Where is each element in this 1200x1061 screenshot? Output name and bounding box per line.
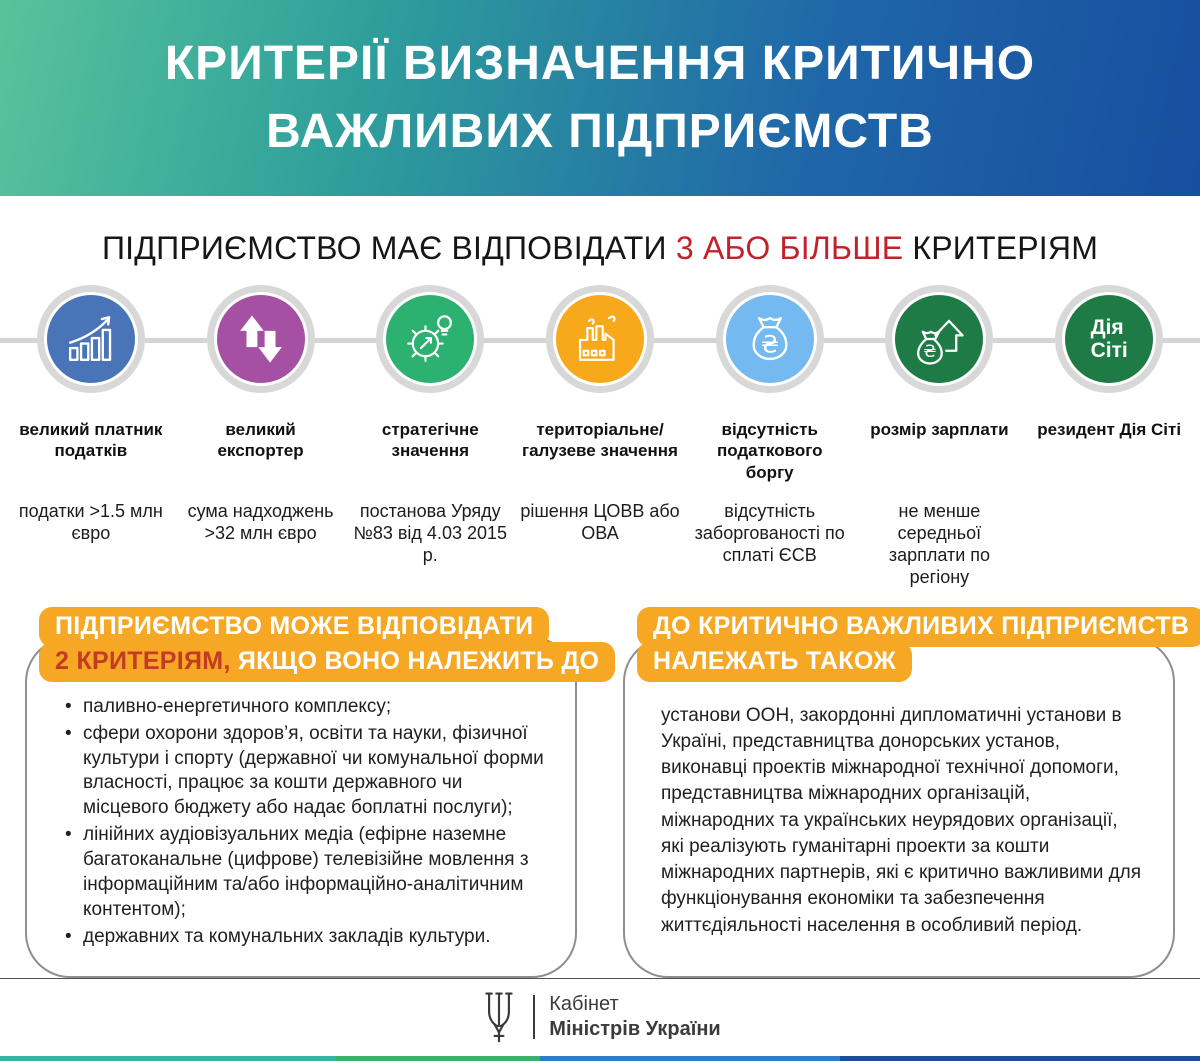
criterion-circle bbox=[376, 285, 485, 393]
criterion-title: резидент Дія Сіті bbox=[1037, 420, 1182, 439]
criterion-bubble: ₴ bbox=[725, 295, 814, 383]
criterion-strategic: стратегічне значення постанова Уряду №83… bbox=[345, 285, 515, 589]
footer: Кабінет Міністрів України bbox=[0, 977, 1200, 1056]
panel-header-line2: 2 КРИТЕРІЯМ, ЯКЩО ВОНО НАЛЕЖИТЬ ДО bbox=[39, 641, 616, 682]
criteria-grid: великий платник податків податки >1.5 мл… bbox=[0, 285, 1200, 589]
criterion-circle: ₴ bbox=[715, 285, 824, 393]
criterion-territorial: територіальне/ галузеве значення рішення… bbox=[515, 285, 685, 589]
subtitle-prefix: ПІДПРИЄМСТВО МАЄ ВІДПОВІДАТИ bbox=[101, 230, 676, 266]
criterion-taxpayer: великий платник податків податки >1.5 мл… bbox=[6, 285, 176, 589]
criterion-exporter: великий експортер сума надходжень >32 мл… bbox=[176, 285, 346, 589]
tryzub-coat-of-arms-icon bbox=[485, 992, 513, 1042]
requirement-subtitle: ПІДПРИЄМСТВО МАЄ ВІДПОВІДАТИ 3 АБО БІЛЬШ… bbox=[0, 230, 1200, 267]
panel-header-line2: НАЛЕЖАТЬ ТАКОЖ bbox=[637, 641, 913, 682]
criterion-circle: ₴ bbox=[885, 285, 994, 393]
criterion-subtitle: не менше середньої зарплати по регіону bbox=[888, 501, 991, 587]
list-item: сфери охорони здоров’я, освіти та науки,… bbox=[57, 722, 547, 822]
two-criteria-list: паливно-енергетичного комплексу; сфери о… bbox=[57, 695, 547, 950]
footer-separator bbox=[533, 994, 536, 1039]
criterion-circle bbox=[36, 285, 145, 393]
panel-header-highlight: 2 КРИТЕРІЯМ, bbox=[55, 646, 231, 675]
also-included-panel: ДО КРИТИЧНО ВАЖЛИВИХ ПІДПРИЄМСТВ НАЛЕЖАТ… bbox=[623, 606, 1200, 978]
svg-text:₴: ₴ bbox=[924, 342, 937, 362]
list-item: державних та комунальних закладів культу… bbox=[57, 925, 547, 950]
criterion-circle bbox=[206, 285, 315, 393]
criterion-title: відсутність податкового боргу bbox=[716, 420, 823, 482]
criterion-title: територіальне/ галузеве значення bbox=[522, 420, 678, 461]
page-title-line1: КРИТЕРІЇ ВИЗНАЧЕННЯ КРИТИЧНО bbox=[164, 36, 1036, 90]
criterion-salary: ₴ розмір зарплати не менше середньої зар… bbox=[855, 285, 1025, 589]
criterion-no-tax-debt: ₴ відсутність податкового боргу відсутні… bbox=[685, 285, 855, 589]
footer-org-line2: Міністрів України bbox=[549, 1017, 721, 1040]
criterion-title: великий платник податків bbox=[19, 420, 163, 461]
criterion-bubble bbox=[46, 295, 135, 383]
criterion-bubble: ₴ bbox=[895, 295, 984, 383]
list-item: лінійних аудіовізуальних медіа (ефірне н… bbox=[57, 823, 547, 923]
footer-org-name: Кабінет Міністрів України bbox=[549, 992, 720, 1042]
diia-city-icon: Дія Сіті bbox=[1091, 316, 1128, 362]
factory-icon bbox=[578, 315, 616, 361]
footer-org-line1: Кабінет bbox=[549, 992, 619, 1015]
criterion-subtitle: відсутність заборгованості по сплаті ЄСВ bbox=[694, 501, 845, 565]
two-criteria-panel: ПІДПРИЄМСТВО МОЖЕ ВІДПОВІДАТИ 2 КРИТЕРІЯ… bbox=[25, 606, 616, 978]
criterion-title: розмір зарплати bbox=[870, 420, 1009, 439]
footer-logo-block: Кабінет Міністрів України bbox=[0, 979, 1200, 1056]
subtitle-suffix: КРИТЕРІЯМ bbox=[903, 230, 1099, 266]
svg-text:₴: ₴ bbox=[761, 331, 779, 359]
two-criteria-panel-header: ПІДПРИЄМСТВО МОЖЕ ВІДПОВІДАТИ 2 КРИТЕРІЯ… bbox=[39, 606, 616, 682]
criterion-subtitle: сума надходжень >32 млн євро bbox=[187, 501, 334, 543]
footer-divider bbox=[0, 977, 1200, 979]
up-down-arrows-icon bbox=[239, 315, 282, 363]
salary-house-icon: ₴ bbox=[917, 319, 965, 365]
criterion-subtitle: податки >1.5 млн євро bbox=[18, 501, 163, 543]
criterion-title: великий експортер bbox=[217, 420, 304, 461]
subtitle-highlight: 3 АБО БІЛЬШЕ bbox=[675, 230, 904, 266]
criterion-bubble bbox=[216, 295, 305, 383]
criteria-row: великий платник податків податки >1.5 мл… bbox=[0, 285, 1200, 589]
money-bag-icon: ₴ bbox=[752, 316, 788, 361]
detail-panels: ПІДПРИЄМСТВО МОЖЕ ВІДПОВІДАТИ 2 КРИТЕРІЯ… bbox=[0, 606, 1200, 978]
page-title: КРИТЕРІЇ ВИЗНАЧЕННЯ КРИТИЧНО ВАЖЛИВИХ ПІ… bbox=[165, 30, 1035, 166]
diia-badge-line2: Сіті bbox=[1090, 339, 1128, 362]
panel-header-line1: ДО КРИТИЧНО ВАЖЛИВИХ ПІДПРИЄМСТВ bbox=[637, 606, 1200, 647]
criterion-diia-city: Дія Сіті резидент Дія Сіті bbox=[1024, 285, 1194, 589]
panel-header-line1: ПІДПРИЄМСТВО МОЖЕ ВІДПОВІДАТИ bbox=[39, 606, 550, 647]
diia-badge-line1: Дія bbox=[1090, 315, 1124, 339]
gear-lightbulb-icon bbox=[407, 315, 453, 362]
bottom-gradient-stripe bbox=[0, 1055, 1200, 1061]
hero-banner: КРИТЕРІЇ ВИЗНАЧЕННЯ КРИТИЧНО ВАЖЛИВИХ ПІ… bbox=[0, 0, 1200, 196]
criterion-bubble: Дія Сіті bbox=[1065, 295, 1154, 383]
criterion-subtitle: рішення ЦОВВ або ОВА bbox=[520, 501, 680, 543]
list-item: паливно-енергетичного комплексу; bbox=[57, 695, 547, 720]
bar-chart-growth-icon bbox=[68, 316, 112, 362]
also-included-panel-header: ДО КРИТИЧНО ВАЖЛИВИХ ПІДПРИЄМСТВ НАЛЕЖАТ… bbox=[637, 606, 1200, 682]
criterion-bubble bbox=[386, 295, 475, 383]
panel-header-line2-rest: ЯКЩО ВОНО НАЛЕЖИТЬ ДО bbox=[230, 646, 600, 675]
criterion-title: стратегічне значення bbox=[381, 420, 479, 461]
also-included-text: установи ООН, закордонні дипломатичні ус… bbox=[661, 704, 1142, 936]
criterion-circle bbox=[545, 285, 654, 393]
criterion-bubble bbox=[555, 295, 644, 383]
page-title-line2: ВАЖЛИВИХ ПІДПРИЄМСТВ bbox=[266, 105, 934, 158]
criterion-subtitle: постанова Уряду №83 від 4.03 2015 р. bbox=[353, 501, 508, 565]
criterion-circle: Дія Сіті bbox=[1055, 285, 1164, 393]
